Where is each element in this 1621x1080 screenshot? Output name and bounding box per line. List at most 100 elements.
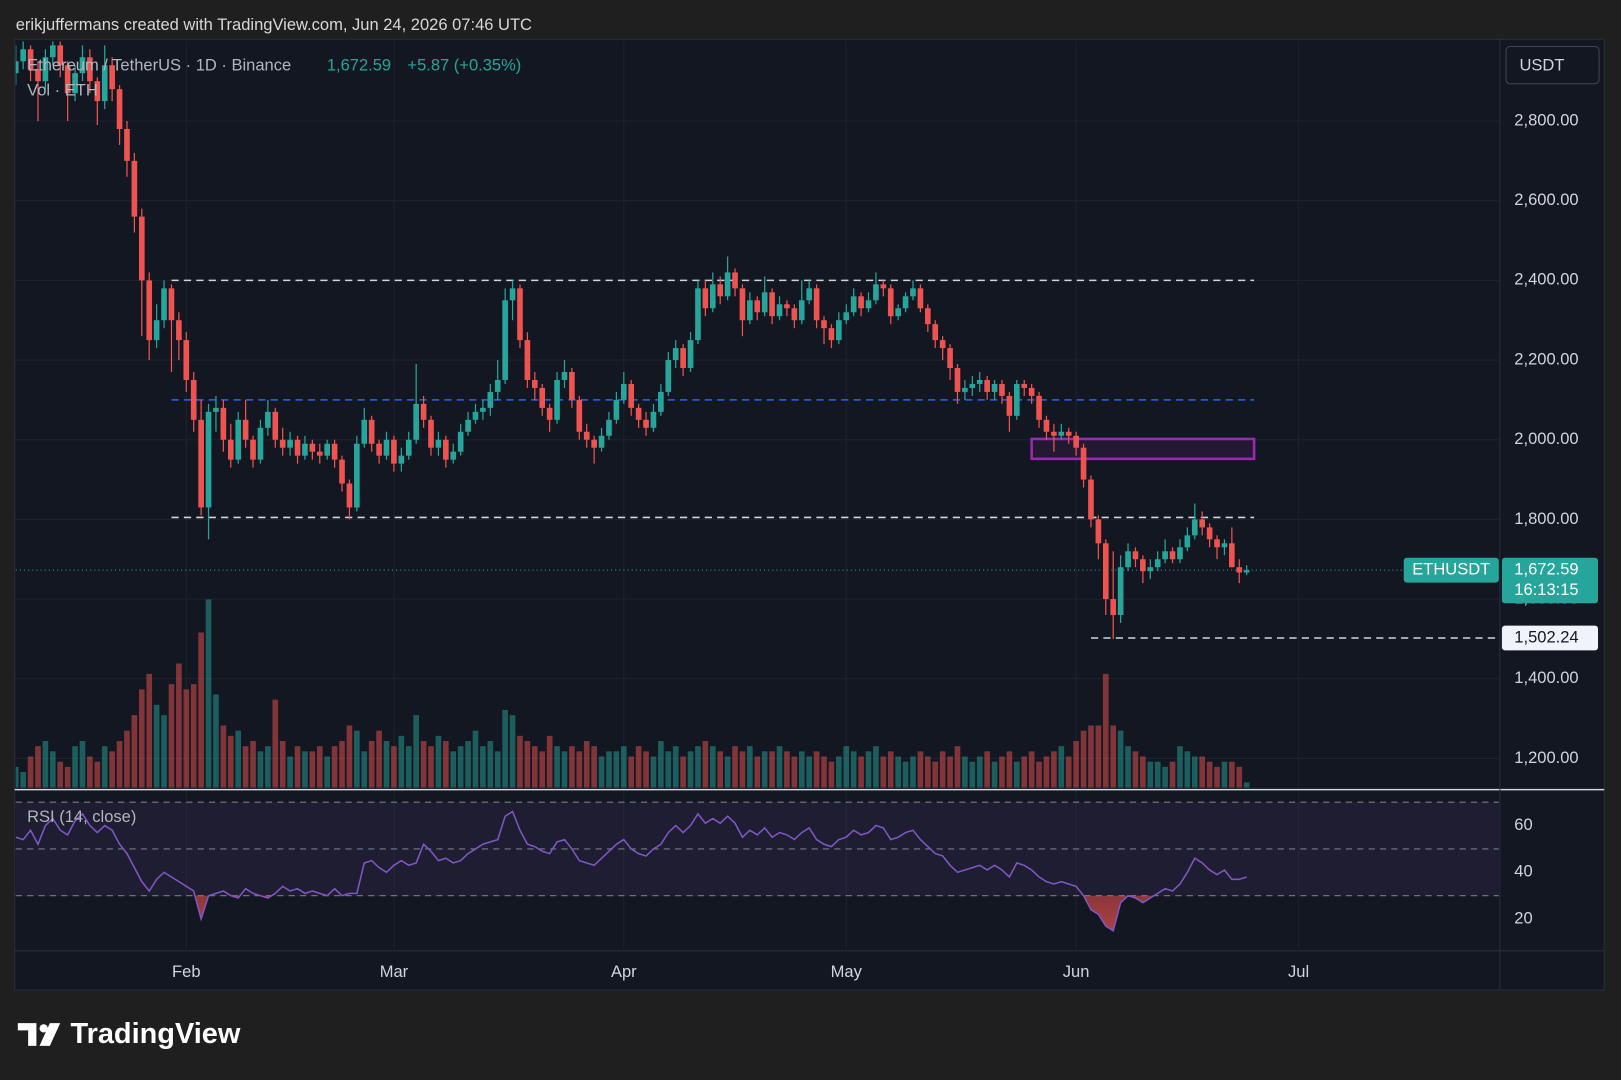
symbol-tag-text: ETHUSDT: [1412, 560, 1490, 579]
volume-bar: [709, 746, 716, 788]
volume-bar: [539, 751, 546, 788]
candle-body: [472, 411, 479, 420]
volume-bar: [1088, 725, 1094, 788]
volume-bar: [569, 746, 575, 788]
candle-body: [887, 288, 894, 317]
volume-bar: [487, 741, 494, 788]
candle-body: [932, 324, 939, 341]
volume-bar: [1132, 751, 1139, 788]
volume-bar: [420, 741, 427, 788]
candle-body: [368, 419, 375, 444]
volume-bar: [64, 766, 71, 788]
candle-body: [376, 443, 382, 456]
volume-bar: [190, 684, 197, 788]
symbol-tag: [1403, 557, 1499, 583]
volume-bar: [680, 756, 686, 788]
volume-bar: [554, 746, 560, 788]
candle-body: [398, 455, 405, 464]
volume-bar: [583, 741, 590, 788]
volume-bar: [443, 741, 449, 788]
candle-body: [954, 368, 961, 392]
candle-body: [494, 379, 501, 392]
candle-body: [316, 451, 323, 456]
candle-body: [873, 284, 879, 301]
volume-bar: [747, 746, 753, 788]
volume-bar: [1206, 761, 1213, 788]
x-tick-label: May: [831, 962, 863, 981]
y-tick-label: 2,800.00: [1514, 110, 1578, 129]
volume-bar: [87, 756, 93, 788]
candle-body: [213, 407, 219, 412]
volume-bar: [1221, 761, 1228, 788]
candle-body: [850, 296, 857, 313]
candle-body: [198, 419, 204, 508]
x-tick-label: Mar: [380, 962, 409, 981]
volume-bar: [398, 735, 405, 788]
volume-bar: [331, 746, 338, 788]
volume-bar: [1184, 751, 1191, 788]
candle-body: [732, 272, 738, 289]
volume-bar: [391, 746, 397, 788]
candle-body: [50, 45, 56, 58]
candle-body: [976, 379, 983, 384]
volume-bar: [1110, 725, 1117, 788]
candle-body: [1206, 527, 1213, 540]
candle-body: [354, 443, 360, 508]
logo-dot: [39, 1024, 48, 1033]
candle-body: [109, 65, 115, 90]
volume-bar: [724, 756, 731, 788]
volume-bar: [902, 761, 909, 788]
price-tag: [1501, 557, 1599, 604]
rsi-tick-label: 20: [1514, 908, 1532, 927]
volume-bars: [15, 599, 1250, 788]
volume-bar: [1073, 741, 1079, 788]
candle-body: [272, 411, 279, 440]
volume-bar: [257, 751, 264, 788]
candle-body: [309, 443, 316, 452]
volume-bar: [1028, 751, 1035, 788]
volume-bar: [1243, 782, 1250, 788]
volume-bar: [1043, 756, 1050, 788]
volume-bar: [769, 751, 775, 788]
volume-bar: [880, 756, 887, 788]
volume-bar: [50, 751, 56, 788]
candle-body: [1169, 551, 1176, 560]
volume-bar: [79, 741, 86, 788]
candle-body: [94, 81, 101, 102]
x-tick-label: Feb: [172, 962, 200, 981]
volume-bar: [1036, 761, 1042, 788]
candle-body: [717, 284, 724, 297]
volume-bar: [35, 746, 41, 788]
candle-body: [20, 49, 26, 62]
candle-body: [539, 387, 546, 408]
candle-body: [294, 439, 301, 456]
candle-body: [1051, 431, 1057, 436]
candle-body: [984, 379, 990, 392]
candle-body: [546, 407, 553, 420]
logo: TradingView: [17, 1018, 241, 1050]
volume-bar: [925, 756, 931, 788]
candle-body: [279, 439, 286, 448]
candle-body: [1125, 551, 1131, 568]
volume-bar: [939, 751, 946, 788]
volume-bar: [984, 751, 990, 788]
volume-bar: [235, 730, 242, 788]
y-tick-label: 2,400.00: [1514, 270, 1578, 289]
rsi-line: [15, 810, 1247, 932]
candle-body: [138, 216, 145, 281]
candle-body: [836, 320, 842, 341]
volume-bar: [1147, 761, 1154, 788]
volume-bar: [702, 741, 709, 788]
volume-bar: [672, 746, 679, 788]
volume-bar: [1214, 766, 1220, 788]
rsi-title: RSI (14, close): [27, 807, 136, 826]
candle-body: [784, 304, 790, 309]
volume-bar: [531, 746, 538, 788]
volume-bar: [836, 756, 842, 788]
candle-body: [250, 439, 256, 460]
volume-bar: [947, 756, 953, 788]
candle-body: [1243, 570, 1250, 573]
volume-bar: [991, 761, 998, 788]
volume-bar: [339, 741, 345, 788]
volume-bar: [1236, 766, 1243, 788]
